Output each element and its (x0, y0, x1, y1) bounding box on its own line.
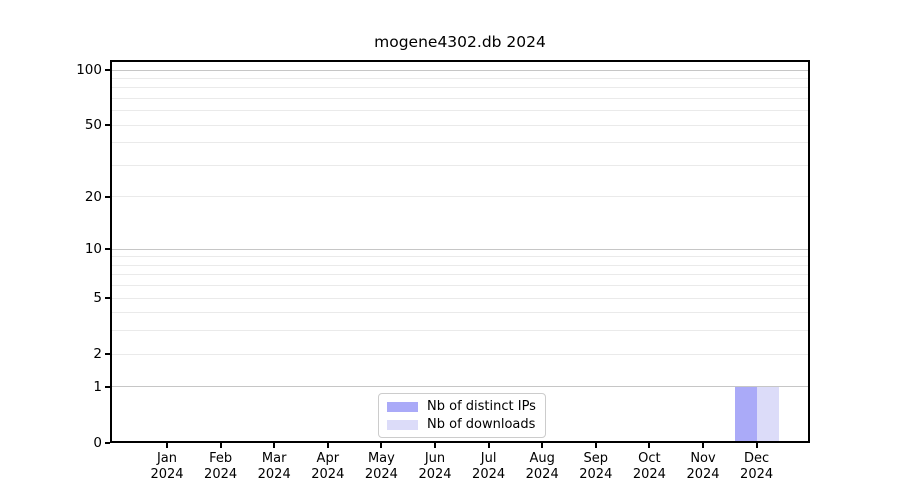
x-tick-year: 2024 (150, 467, 184, 482)
bar-dec-downloads (756, 386, 779, 443)
gridline-major-y-1 (112, 386, 808, 388)
x-tick-dec (755, 443, 758, 448)
x-tick-month: Aug (529, 451, 555, 466)
x-tick-aug (541, 443, 544, 448)
x-tick-month: Mar (261, 451, 287, 466)
y-tick-5 (105, 297, 110, 300)
y-tick-label-50: 50 (84, 117, 102, 134)
x-tick-sep (594, 443, 597, 448)
x-tick-label-oct: Oct 2024 (617, 451, 681, 483)
legend-entry-downloads: Nb of downloads (387, 417, 536, 432)
x-tick-label-dec: Dec 2024 (725, 451, 789, 483)
x-tick-month: Dec (744, 451, 770, 466)
x-tick-label-sep: Sep 2024 (564, 451, 628, 483)
y-tick-100 (105, 69, 110, 71)
legend: Nb of distinct IPs Nb of downloads (378, 393, 546, 438)
x-tick-label-may: May 2024 (349, 451, 413, 483)
y-tick-label-100: 100 (76, 62, 102, 78)
x-tick-jan (166, 443, 168, 448)
legend-swatch-downloads (387, 419, 418, 430)
bar-dec-distinct-ips (734, 386, 757, 443)
x-tick-year: 2024 (364, 467, 398, 482)
x-tick-month: Nov (690, 451, 716, 466)
gridline-y-6 (112, 285, 808, 287)
x-tick-year: 2024 (525, 467, 559, 482)
y-tick-20 (105, 195, 110, 198)
y-tick-1 (105, 385, 110, 388)
x-tick-year: 2024 (418, 467, 452, 482)
y-tick-10 (105, 248, 110, 251)
y-tick-0 (105, 442, 110, 444)
x-tick-year: 2024 (257, 467, 291, 482)
gridline-y-50 (112, 124, 808, 126)
x-tick-month: Jul (480, 451, 497, 466)
x-tick-label-apr: Apr 2024 (296, 451, 360, 483)
x-tick-apr (326, 443, 329, 448)
x-tick-year: 2024 (204, 467, 238, 482)
x-tick-year: 2024 (686, 467, 720, 482)
x-tick-month: Sep (583, 451, 609, 466)
x-tick-label-nov: Nov 2024 (671, 451, 735, 483)
gridline-y-90 (112, 77, 808, 79)
x-tick-month: Feb (209, 451, 233, 466)
x-tick-month: Jan (156, 451, 178, 466)
x-tick-month: Apr (316, 451, 340, 466)
gridline-y-7 (112, 274, 808, 276)
x-tick-year: 2024 (472, 467, 506, 482)
gridline-major-y-100 (112, 69, 808, 71)
legend-label-distinct-ips: Nb of distinct IPs (427, 399, 536, 414)
x-tick-label-jan: Jan 2024 (135, 451, 199, 483)
legend-entry-distinct-ips: Nb of distinct IPs (387, 399, 536, 414)
x-tick-may (380, 443, 383, 448)
x-tick-year: 2024 (632, 467, 666, 482)
legend-label-downloads: Nb of downloads (427, 417, 536, 432)
x-tick-month: Oct (638, 451, 661, 466)
x-tick-month: Jun (424, 451, 446, 466)
x-tick-year: 2024 (740, 467, 774, 482)
y-tick-label-1: 1 (93, 378, 102, 395)
x-tick-jul (487, 443, 490, 448)
x-tick-nov (702, 443, 704, 448)
x-tick-month: May (367, 451, 395, 466)
gridline-y-2 (112, 353, 808, 355)
gridline-y-80 (112, 87, 808, 89)
y-tick-label-5: 5 (93, 290, 102, 307)
y-tick-label-10: 10 (84, 241, 102, 258)
gridline-y-4 (112, 312, 808, 314)
y-tick-label-20: 20 (84, 188, 102, 205)
x-tick-year: 2024 (579, 467, 613, 482)
x-tick-feb (219, 443, 222, 448)
y-tick-2 (105, 353, 110, 356)
y-tick-label-2: 2 (93, 346, 102, 363)
gridline-y-60 (112, 110, 808, 112)
x-tick-oct (648, 443, 651, 448)
gridline-y-20 (112, 196, 808, 198)
x-tick-label-jun: Jun 2024 (403, 451, 467, 483)
gridline-y-30 (112, 164, 808, 166)
gridline-major-y-10 (112, 248, 808, 250)
y-tick-label-0: 0 (93, 435, 102, 451)
x-tick-jun (434, 443, 436, 448)
legend-swatch-distinct-ips (387, 401, 418, 412)
gridline-y-40 (112, 142, 808, 144)
chart-title: mogene4302.db 2024 (374, 33, 546, 51)
y-tick-50 (105, 124, 110, 127)
gridline-y-70 (112, 97, 808, 99)
x-tick-label-feb: Feb 2024 (189, 451, 253, 483)
gridline-y-8 (112, 264, 808, 266)
x-tick-year: 2024 (311, 467, 345, 482)
gridline-y-9 (112, 256, 808, 258)
x-tick-mar (273, 443, 276, 448)
gridline-y-5 (112, 297, 808, 299)
x-tick-label-aug: Aug 2024 (510, 451, 574, 483)
x-tick-label-jul: Jul 2024 (457, 451, 521, 483)
gridline-y-3 (112, 330, 808, 332)
x-tick-label-mar: Mar 2024 (242, 451, 306, 483)
